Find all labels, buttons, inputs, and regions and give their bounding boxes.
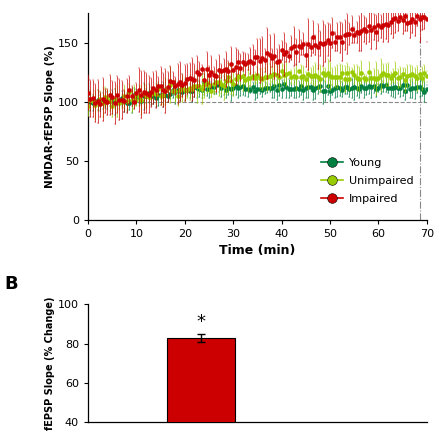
Bar: [167, 338, 235, 440]
Text: *: *: [196, 313, 205, 331]
Legend: Young, Unimpaired, Impaired: Young, Unimpaired, Impaired: [316, 154, 418, 208]
Text: B: B: [4, 275, 18, 293]
Y-axis label: NMDAR-fEPSP Slope (%): NMDAR-fEPSP Slope (%): [45, 45, 55, 188]
Y-axis label: fEPSP Slope (% Change): fEPSP Slope (% Change): [45, 297, 55, 430]
X-axis label: Time (min): Time (min): [219, 245, 296, 257]
